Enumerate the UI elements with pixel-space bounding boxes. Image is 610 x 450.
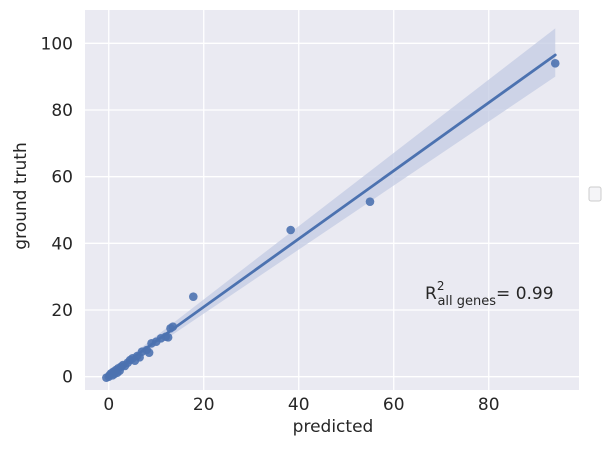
- y-tick-label: 20: [51, 301, 73, 321]
- regression-line-layer: [107, 53, 557, 377]
- y-tick-label: 100: [41, 34, 73, 54]
- confidence-band-layer: [108, 28, 556, 378]
- y-axis-label: ground truth: [11, 142, 31, 249]
- x-tick-label: 60: [383, 395, 405, 415]
- y-tick-label: 60: [51, 168, 73, 188]
- points-layer: [102, 59, 560, 382]
- r-squared-annotation: R2 all genes= 0.99: [425, 279, 554, 309]
- y-tick-label: 80: [51, 101, 73, 121]
- x-tick-label: 80: [478, 395, 500, 415]
- r-squared-subscript: all genes: [437, 294, 496, 309]
- y-tick-label: 0: [62, 368, 73, 388]
- data-point: [550, 59, 560, 68]
- r-squared-value: = 0.99: [496, 284, 554, 304]
- confidence-band: [108, 28, 556, 378]
- data-point: [286, 225, 295, 235]
- x-tick-label: 20: [193, 395, 215, 415]
- x-axis-label: predicted: [293, 417, 374, 437]
- data-point: [144, 348, 154, 357]
- x-tick-label: 40: [288, 395, 310, 415]
- data-point: [168, 322, 178, 331]
- data-point: [189, 292, 198, 301]
- regression-line: [107, 53, 557, 377]
- data-point: [163, 333, 173, 342]
- plot-area: [85, 10, 579, 390]
- data-point: [365, 197, 375, 206]
- r-squared-symbol: R: [425, 284, 437, 304]
- r-squared-superscript: 2: [437, 279, 445, 293]
- tick-labels: 0 20 40 60 80 0 20 40 60 80 100: [41, 34, 500, 415]
- legend: [588, 186, 602, 202]
- x-tick-label: 0: [103, 395, 114, 415]
- y-tick-label: 40: [51, 234, 73, 254]
